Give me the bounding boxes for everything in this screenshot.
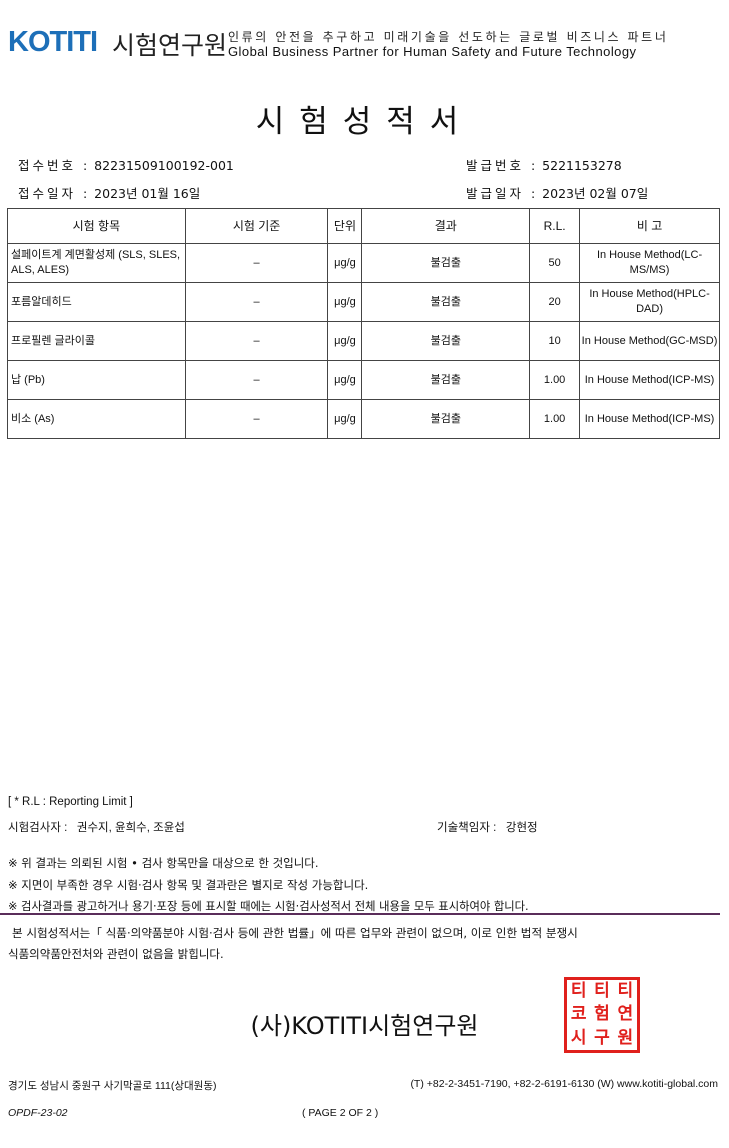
document-title: 시험성적서 <box>255 104 474 140</box>
table-row: 포름알데히드 – μg/g 불검출 20 In House Method(HPLC-DAD… <box>7 282 720 322</box>
receipt-date-value: 2023년 01월 16일 <box>94 186 201 201</box>
cell-test-standard: – <box>184 360 329 400</box>
cell-result: 불검출 <box>361 243 531 283</box>
table-row: 설페이트계 계면활성제 (SLS, SLES, ALS, ALES) – μg/g 불… <box>7 243 720 283</box>
organization-name: (사)KOTITI시험연구원 <box>250 1012 479 1040</box>
cell-remarks: In House Method(GC-MSD) <box>579 321 720 361</box>
issue-date-label: 발급일자 : <box>466 186 539 201</box>
cell-remarks: In House Method(LC-MS/MS) <box>579 243 720 283</box>
cell-rl: 1.00 <box>529 399 581 439</box>
header-unit: 단위 <box>327 208 363 244</box>
manager-value: 강현정 <box>505 822 538 834</box>
receipt-number-value: 82231509100192-001 <box>94 158 234 173</box>
form-code: OPDF-23-02 <box>8 1107 68 1119</box>
cell-test-standard: – <box>184 399 329 439</box>
issue-number-label: 발급번호 : <box>466 158 539 173</box>
manager-label: 기술책임자 : <box>437 822 497 834</box>
table-header-row: 시험 항목 시험 기준 단위 결과 R.L. 비 고 <box>7 208 720 244</box>
disclaimer-line-1: 본 시험성적서는「 식품·의약품분야 시험·검사 등에 관한 법률」에 따른 업… <box>12 926 578 940</box>
address: 경기도 성남시 중원구 사기막골로 111(상대원동) <box>8 1080 217 1092</box>
cell-test-item: 포름알데히드 <box>7 282 186 322</box>
results-table: 시험 항목 시험 기준 단위 결과 R.L. 비 고 설페이트계 계면활성제 (… <box>7 208 720 439</box>
issue-date: 발급일자 : 2023년 02월 07일 <box>466 183 648 202</box>
cell-remarks: In House Method(ICP-MS) <box>579 399 720 439</box>
rl-note: [ * R.L : Reporting Limit ] <box>8 796 133 808</box>
testers-value: 권수지, 윤희수, 조윤섭 <box>76 822 185 834</box>
note-1: ※ 위 결과는 의뢰된 시험 • 검사 항목만을 대상으로 한 것입니다. <box>8 856 319 870</box>
logo-korean: 시험연구원 <box>112 31 228 60</box>
cell-unit: μg/g <box>327 360 363 400</box>
issue-number-value: 5221153278 <box>542 158 622 173</box>
header-test-item: 시험 항목 <box>7 208 186 244</box>
header-remarks: 비 고 <box>579 208 720 244</box>
contact: (T) +82-2-3451-7190, +82-2-6191-6130 (W)… <box>410 1078 718 1090</box>
header-result: 결과 <box>361 208 531 244</box>
cell-test-standard: – <box>184 321 329 361</box>
header-rl: R.L. <box>529 208 581 244</box>
disclaimer-line-2: 식품의약품안전처와 관련이 없음을 밝힙니다. <box>8 947 224 961</box>
testers: 시험검사자 : 권수지, 윤희수, 조윤섭 <box>8 819 185 835</box>
cell-result: 불검출 <box>361 321 531 361</box>
kotiti-logo: KOTITI <box>8 26 98 58</box>
header-test-standard: 시험 기준 <box>184 208 329 244</box>
technical-manager: 기술책임자 : 강현정 <box>437 819 538 835</box>
cell-test-item: 납 (Pb) <box>7 360 186 400</box>
cell-test-item: 비소 (As) <box>7 399 186 439</box>
table-row: 납 (Pb) – μg/g 불검출 1.00 In House Method(ICP-MS… <box>7 360 720 400</box>
cell-rl: 10 <box>529 321 581 361</box>
cell-unit: μg/g <box>327 282 363 322</box>
cell-test-item: 프로필렌 글라이콜 <box>7 321 186 361</box>
table-row: 비소 (As) – μg/g 불검출 1.00 In House Method(ICP-M… <box>7 399 720 439</box>
cell-remarks: In House Method(ICP-MS) <box>579 360 720 400</box>
cell-test-standard: – <box>184 243 329 283</box>
divider <box>0 913 720 915</box>
issue-date-value: 2023년 02월 07일 <box>542 186 649 201</box>
cell-rl: 1.00 <box>529 360 581 400</box>
receipt-date: 접수일자 : 2023년 01월 16일 <box>18 183 200 202</box>
page-number: ( PAGE 2 OF 2 ) <box>302 1107 379 1119</box>
issue-number: 발급번호 : 5221153278 <box>466 155 622 174</box>
cell-rl: 20 <box>529 282 581 322</box>
table-row: 프로필렌 글라이콜 – μg/g 불검출 10 In House Method(GC-MS… <box>7 321 720 361</box>
cell-unit: μg/g <box>327 321 363 361</box>
cell-test-standard: – <box>184 282 329 322</box>
note-2: ※ 지면이 부족한 경우 시험·검사 항목 및 결과란은 별지로 작성 가능합니… <box>8 878 369 892</box>
receipt-number: 접수번호 : 82231509100192-001 <box>18 155 234 174</box>
note-3: ※ 검사결과를 광고하거나 용기·포장 등에 표시할 때에는 시험·검사성적서 … <box>8 900 529 913</box>
cell-rl: 50 <box>529 243 581 283</box>
cell-remarks: In House Method(HPLC-DAD) <box>579 282 720 322</box>
slogan-korean: 인류의 안전을 추구하고 미래기술을 선도하는 글로벌 비즈니스 파트너 <box>228 30 669 44</box>
cell-test-item: 설페이트계 계면활성제 (SLS, SLES, ALS, ALES) <box>7 243 186 283</box>
cell-result: 불검출 <box>361 360 531 400</box>
cell-unit: μg/g <box>327 243 363 283</box>
cell-result: 불검출 <box>361 282 531 322</box>
slogan-english: Global Business Partner for Human Safety… <box>228 44 637 59</box>
receipt-date-label: 접수일자 : <box>18 186 91 201</box>
cell-result: 불검출 <box>361 399 531 439</box>
cell-unit: μg/g <box>327 399 363 439</box>
testers-label: 시험검사자 : <box>8 822 68 834</box>
receipt-number-label: 접수번호 : <box>18 158 91 173</box>
